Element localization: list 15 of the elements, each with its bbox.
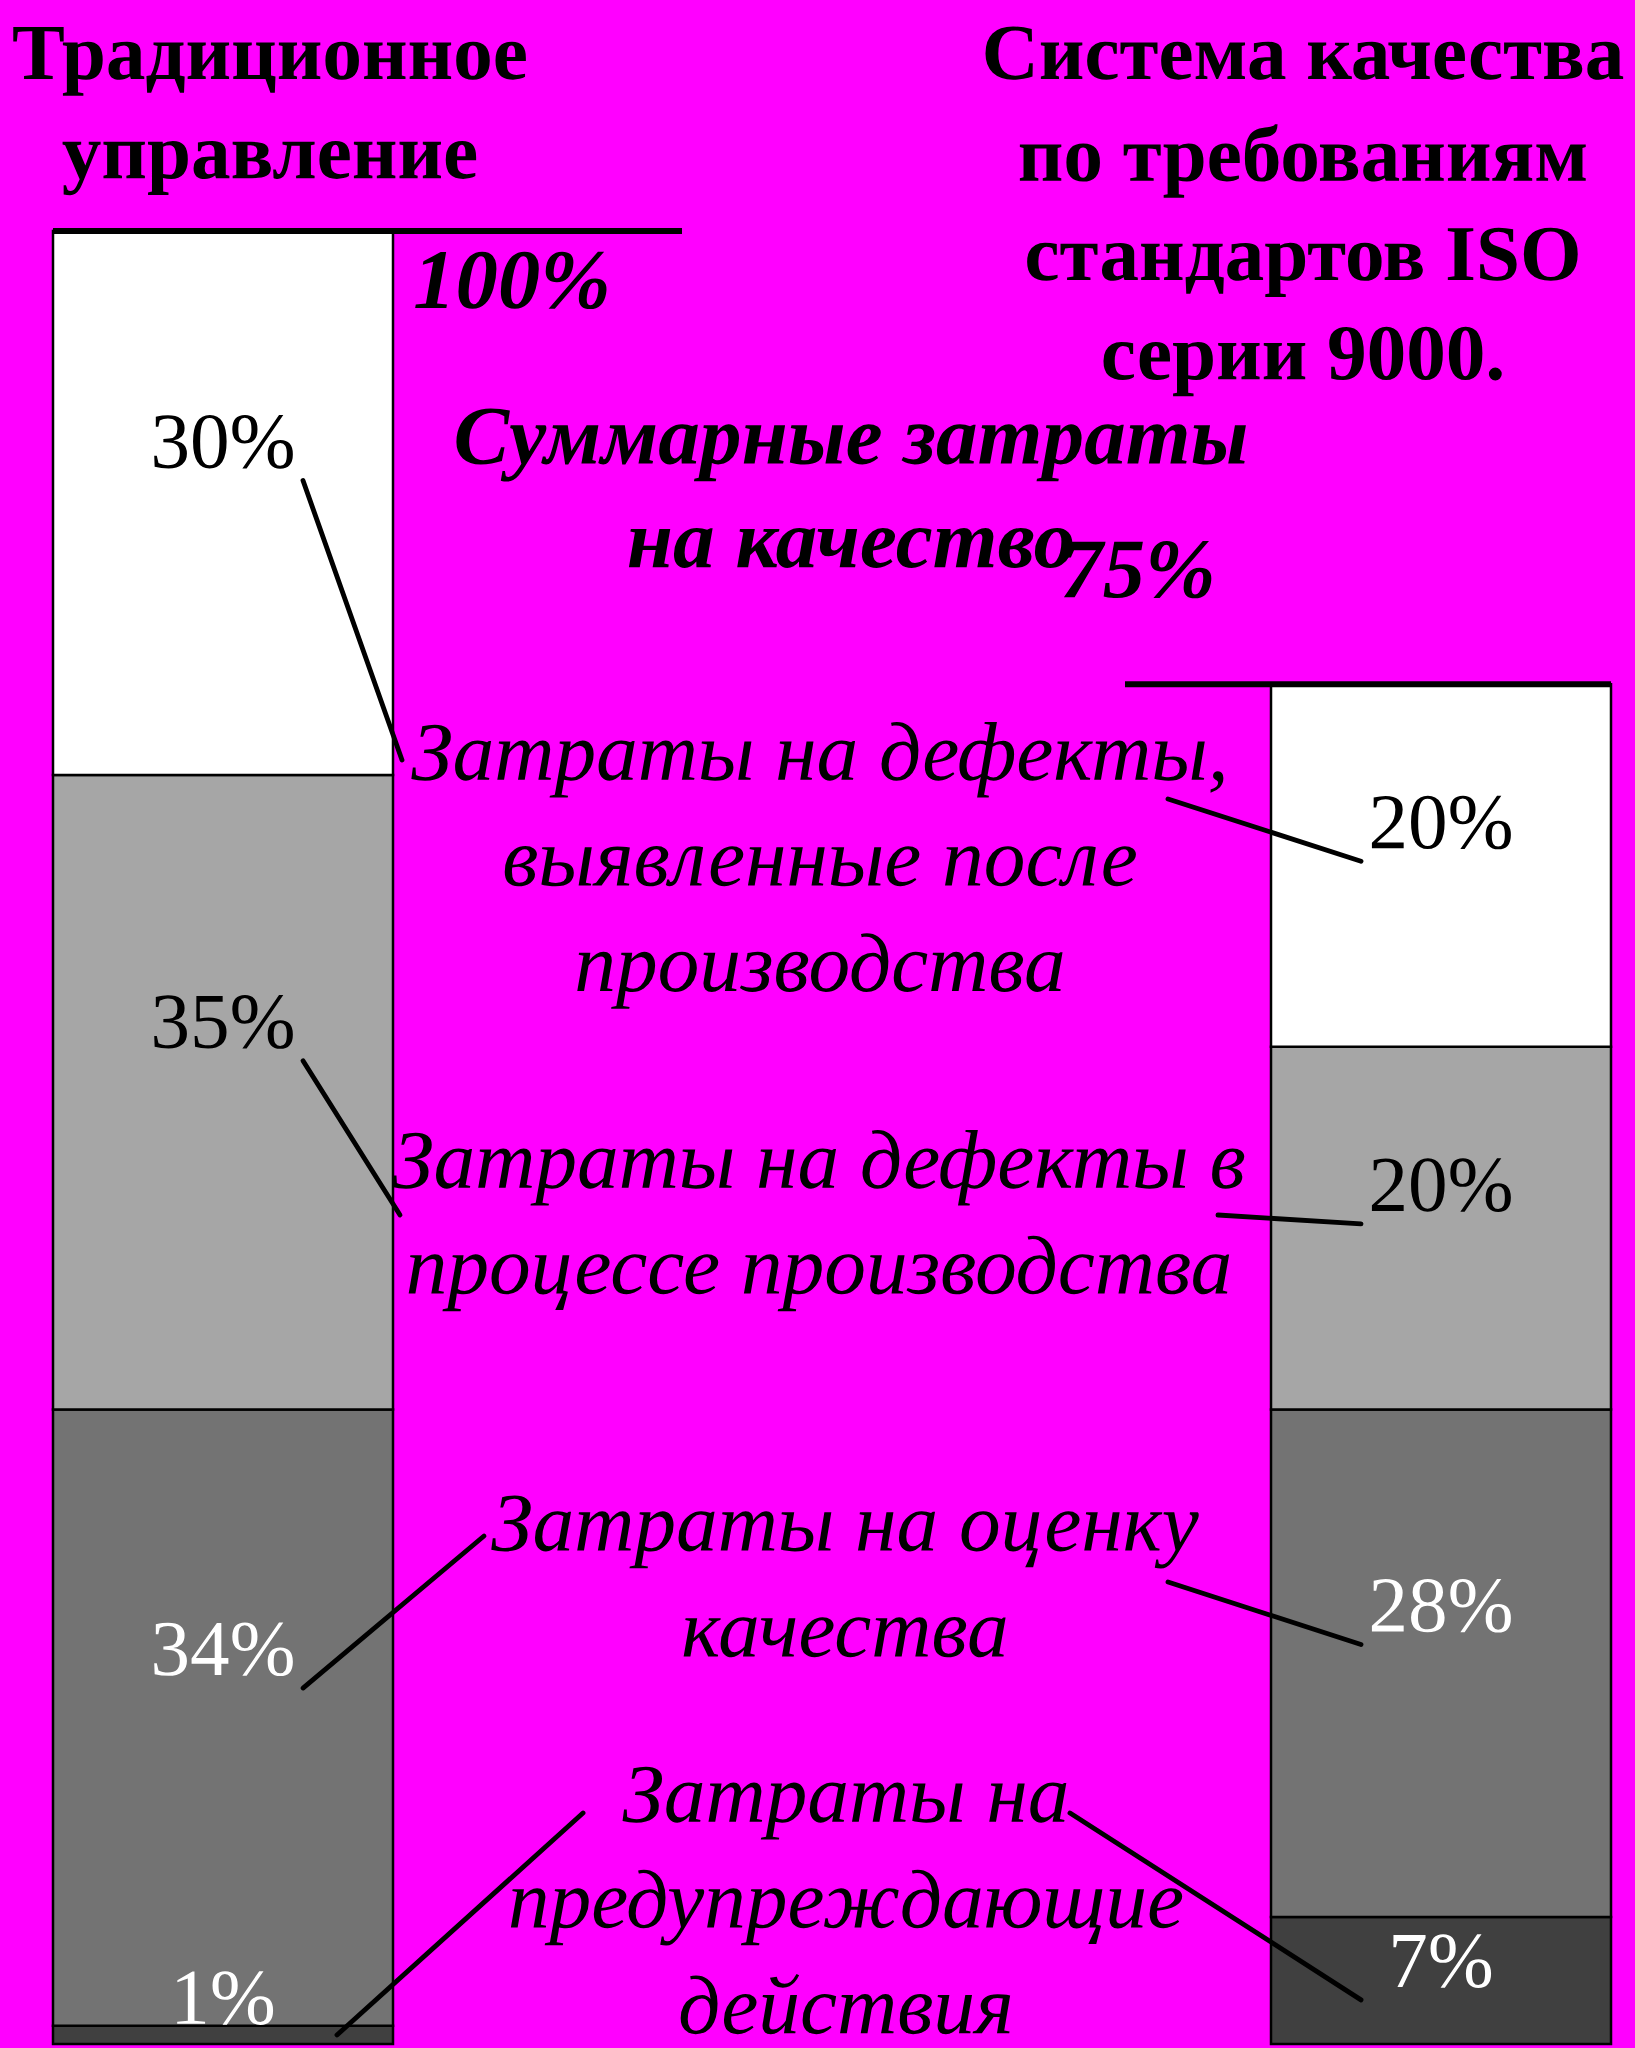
total-label: 100% (415, 251, 607, 310)
series-label: Затраты на дефекты, выявленные после производства (411, 722, 1224, 1009)
data-label: 1% (177, 1971, 274, 2025)
data-label: 34% (154, 1622, 293, 1677)
data-label: 28% (1371, 1578, 1511, 1633)
x-tick-label: Система качества по требованиям стандартов ISO серии 9000. (985, 26, 1624, 397)
x-tick-label: Традиционное управление (13, 27, 526, 196)
data-label: 20% (1371, 795, 1511, 850)
data-label: 30% (154, 414, 293, 469)
legend-label: Затраты на дефекты в процессе производства (392, 1130, 1245, 1312)
data-label: 20% (1371, 1158, 1511, 1212)
series-label: Затраты на предупреждающие действия (510, 1766, 1183, 2035)
data-label: 35% (154, 995, 293, 1049)
legend-label: Затраты на оценку качества (491, 1495, 1199, 1658)
data-label: 7% (1393, 1934, 1492, 1988)
